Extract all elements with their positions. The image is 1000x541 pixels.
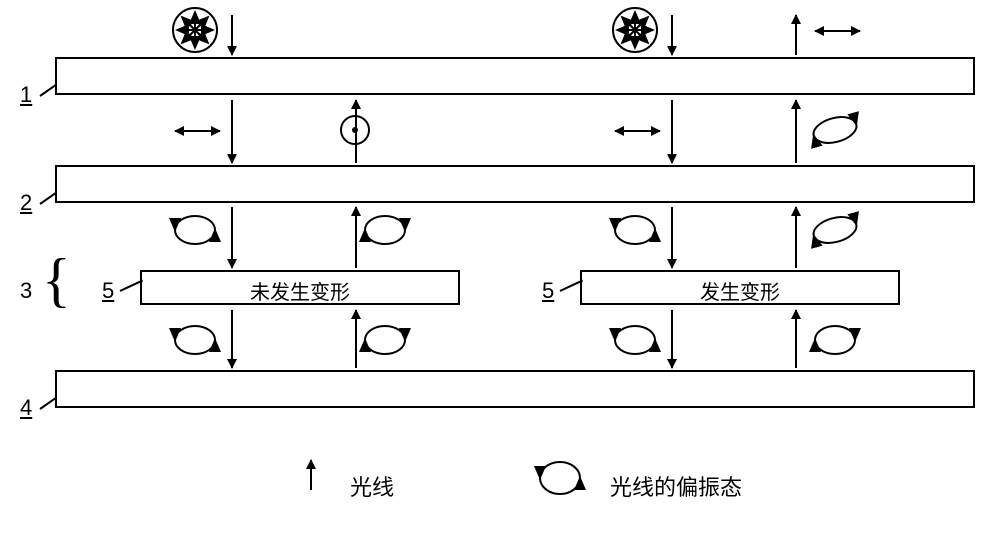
h-double-arrow [175,130,220,132]
down-arrow [231,15,233,55]
up-arrow [795,310,797,368]
up-arrow [795,207,797,268]
ellipse-ccw-group [365,216,855,354]
h-double-arrow [615,130,660,132]
legend-ellipse-icon [540,462,580,494]
down-arrow [231,310,233,368]
down-arrow [671,15,673,55]
h-double-arrow [815,30,860,32]
down-arrow [671,207,673,268]
ellipse-tilt-group [811,113,860,248]
down-arrow [671,100,673,163]
up-arrow [355,207,357,268]
legend-arrow-icon [310,460,312,490]
legend-arrow-text: 光线 [350,470,394,502]
down-arrow [231,100,233,163]
down-arrow [671,310,673,368]
up-arrow [795,15,797,55]
legend-ellipse-text: 光线的偏振态 [610,470,742,502]
down-arrow [231,207,233,268]
up-arrow [355,310,357,368]
icon-overlay [0,0,1000,541]
ellipse-cw-group [175,216,655,354]
starburst-1 [173,8,217,52]
starburst-2 [613,8,657,52]
up-arrow [795,100,797,163]
up-arrow [355,100,357,163]
